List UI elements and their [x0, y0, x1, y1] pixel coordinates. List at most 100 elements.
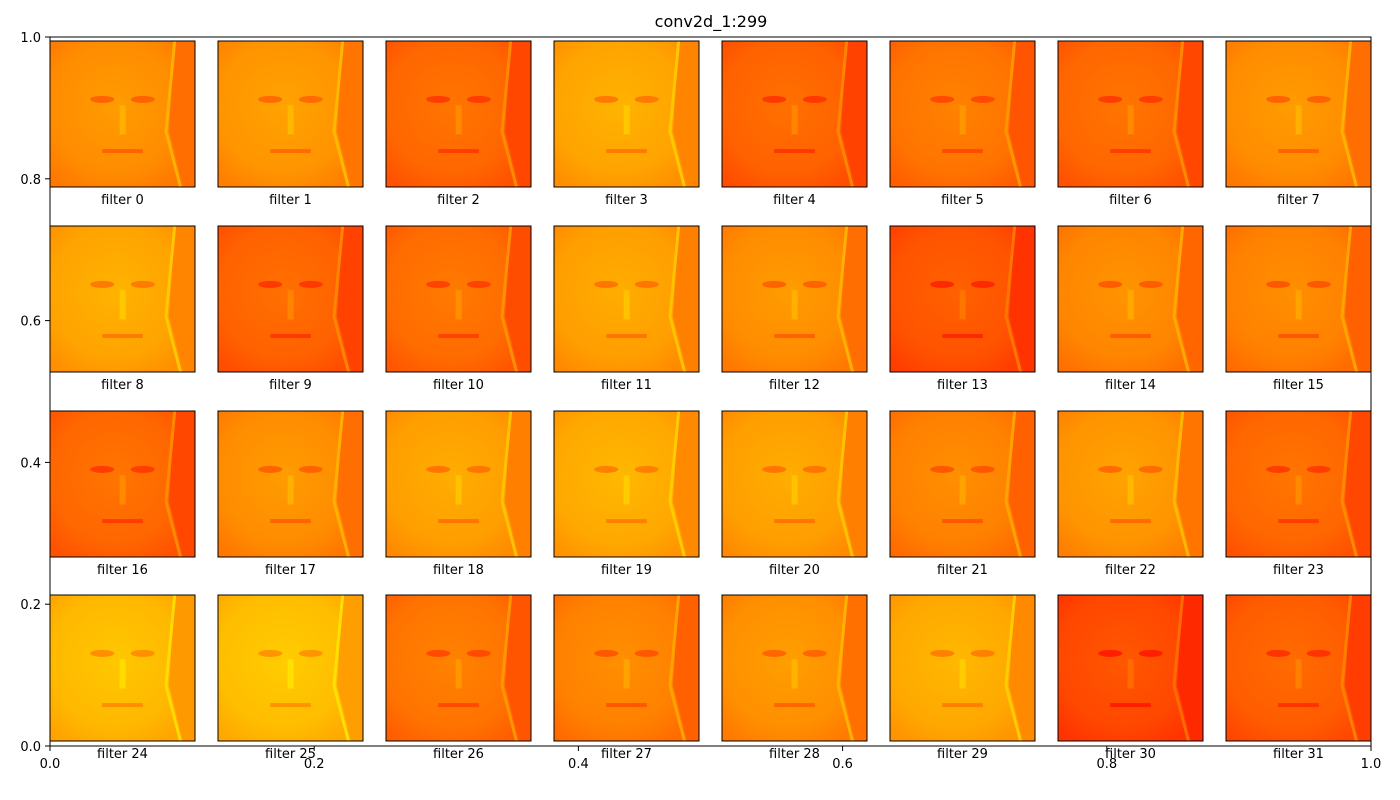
filter-label: filter 26: [433, 747, 484, 762]
filter-panel: filter 15: [1225, 225, 1372, 393]
background-wedge: [336, 41, 363, 187]
edge-highlight: [500, 225, 518, 373]
background-wedge: [1008, 411, 1035, 557]
filter-panel: filter 17: [217, 410, 364, 578]
face-left-eye: [1266, 95, 1291, 103]
filter-label: filter 14: [1105, 378, 1156, 393]
filter-label: filter 13: [937, 378, 988, 393]
face-mouth: [270, 149, 311, 154]
x-tick-label: 0.2: [304, 757, 325, 772]
edge-highlight: [1340, 410, 1358, 558]
face-right-eye: [130, 95, 155, 103]
edge-highlight: [164, 410, 182, 558]
y-tick-label: 0.8: [20, 173, 41, 188]
face-nose: [455, 475, 462, 505]
face-right-eye: [1138, 649, 1163, 657]
filter-label: filter 15: [1273, 378, 1324, 393]
x-tick-label: 1.0: [1361, 757, 1382, 772]
face-mouth: [1110, 149, 1151, 154]
filter-panel-frame: [1225, 40, 1372, 188]
face-mouth: [942, 149, 983, 154]
face-nose: [1295, 475, 1302, 505]
background-wedge: [672, 411, 699, 557]
filter-label: filter 10: [433, 378, 484, 393]
edge-highlight: [332, 40, 350, 188]
face-nose: [455, 290, 462, 320]
face-nose: [791, 105, 798, 135]
filter-label: filter 19: [601, 563, 652, 578]
filter-panel: filter 20: [721, 410, 868, 578]
filter-label: filter 17: [265, 563, 316, 578]
face-mouth: [774, 149, 815, 154]
face-left-eye: [426, 465, 451, 473]
filter-label: filter 2: [437, 193, 480, 208]
filter-panel: filter 14: [1057, 225, 1204, 393]
filter-label: filter 20: [769, 563, 820, 578]
edge-highlight: [836, 594, 854, 742]
face-left-eye: [594, 465, 619, 473]
background-wedge: [504, 411, 531, 557]
filter-panel-frame: [385, 225, 532, 373]
filter-label: filter 29: [937, 747, 988, 762]
face-nose: [287, 290, 294, 320]
filter-panel: filter 30: [1057, 594, 1204, 762]
face-left-eye: [426, 280, 451, 288]
filter-panel-frame: [217, 594, 364, 742]
face-nose: [1127, 290, 1134, 320]
filter-panel: filter 26: [385, 594, 532, 762]
background-wedge: [1344, 41, 1371, 187]
filter-label: filter 27: [601, 747, 652, 762]
background-wedge: [672, 595, 699, 741]
filter-panel: filter 25: [217, 594, 364, 762]
face-left-eye: [90, 95, 115, 103]
background-wedge: [504, 595, 531, 741]
filter-label: filter 31: [1273, 747, 1324, 762]
background-wedge: [1344, 595, 1371, 741]
filter-panel-frame: [721, 225, 868, 373]
background-wedge: [168, 41, 195, 187]
edge-highlight: [668, 225, 686, 373]
face-right-eye: [298, 649, 323, 657]
filter-panel-frame: [889, 594, 1036, 742]
face-left-eye: [258, 280, 283, 288]
filter-label: filter 0: [101, 193, 144, 208]
background-wedge: [168, 226, 195, 372]
filter-panel: filter 0: [49, 40, 196, 208]
chart-title: conv2d_1:299: [655, 12, 768, 32]
filter-panel-frame: [1225, 410, 1372, 558]
face-left-eye: [1098, 649, 1123, 657]
face-right-eye: [634, 649, 659, 657]
background-wedge: [1176, 595, 1203, 741]
face-right-eye: [802, 280, 827, 288]
face-nose: [791, 475, 798, 505]
x-tick-label: 0.0: [40, 757, 61, 772]
filter-panel-frame: [385, 40, 532, 188]
face-mouth: [102, 149, 143, 154]
face-left-eye: [1266, 465, 1291, 473]
face-right-eye: [802, 465, 827, 473]
face-left-eye: [762, 465, 787, 473]
edge-highlight: [1340, 594, 1358, 742]
face-right-eye: [1138, 465, 1163, 473]
face-right-eye: [298, 465, 323, 473]
background-wedge: [1008, 226, 1035, 372]
face-mouth: [606, 334, 647, 339]
face-left-eye: [1098, 465, 1123, 473]
filter-panel-frame: [553, 40, 700, 188]
face-mouth: [102, 334, 143, 339]
face-nose: [119, 475, 126, 505]
background-wedge: [672, 226, 699, 372]
face-left-eye: [594, 649, 619, 657]
background-wedge: [1344, 226, 1371, 372]
face-nose: [623, 659, 630, 689]
background-wedge: [672, 41, 699, 187]
filter-label: filter 18: [433, 563, 484, 578]
background-wedge: [168, 411, 195, 557]
filter-panels: filter 0 filter 1 filter 2 filter 3 filter 4…: [49, 40, 1372, 762]
face-nose: [119, 105, 126, 135]
face-mouth: [1278, 519, 1319, 524]
edge-highlight: [332, 410, 350, 558]
filter-label: filter 24: [97, 747, 148, 762]
filter-panel-frame: [49, 225, 196, 373]
face-mouth: [1110, 334, 1151, 339]
